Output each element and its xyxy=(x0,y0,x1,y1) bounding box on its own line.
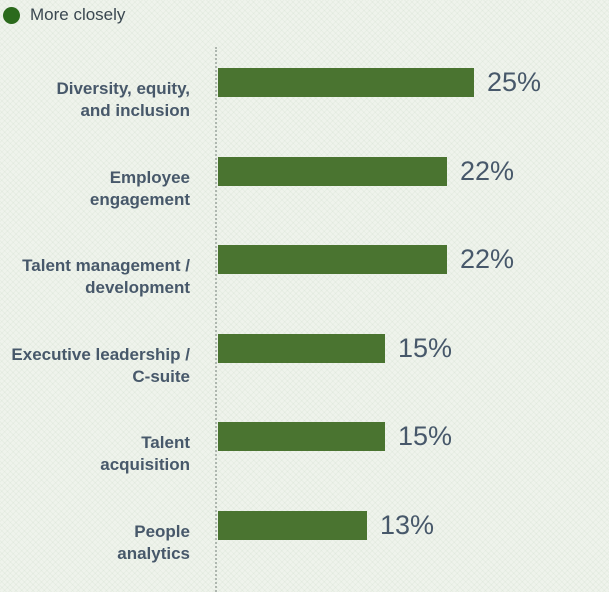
axis-baseline xyxy=(215,47,217,592)
legend-label: More closely xyxy=(30,5,126,24)
bar-rows: Diversity, equity, and inclusion 25% Emp… xyxy=(0,47,609,579)
bar-row: Diversity, equity, and inclusion 25% xyxy=(0,47,609,136)
category-label: Talent acquisition xyxy=(0,432,190,476)
category-label: People analytics xyxy=(0,521,190,565)
category-label-line1: Talent xyxy=(141,433,190,453)
category-label-line2: analytics xyxy=(117,543,190,563)
category-label-line2: development xyxy=(85,278,190,298)
category-label-line2: and inclusion xyxy=(80,101,190,120)
bar[interactable] xyxy=(218,510,367,540)
category-label-line1: Executive leadership / xyxy=(11,344,190,364)
category-label: Executive leadership / C-suite xyxy=(0,344,190,388)
legend-dot-icon xyxy=(3,6,20,24)
bar[interactable] xyxy=(218,333,385,363)
category-label-line2: C-suite xyxy=(132,366,190,386)
legend: More closely xyxy=(3,5,125,25)
bar[interactable] xyxy=(218,422,385,452)
category-label-line1: Talent management / xyxy=(22,256,190,276)
category-label-line2: acquisition xyxy=(100,455,190,475)
value-label: 15% xyxy=(398,332,453,363)
category-label: Employee engagement xyxy=(0,167,190,211)
bar-row: Executive leadership / C-suite 15% xyxy=(0,313,609,402)
category-label-line1: Diversity, equity, xyxy=(56,79,190,98)
bar-row: People analytics 13% xyxy=(0,490,609,579)
bar-row: Employee engagement 22% xyxy=(0,136,609,225)
bar[interactable] xyxy=(218,156,447,186)
bar-row: Talent acquisition 15% xyxy=(0,401,609,490)
plot-area: Diversity, equity, and inclusion 25% Emp… xyxy=(0,47,609,592)
category-label-line1: Employee xyxy=(109,167,190,187)
category-label: Talent management / development xyxy=(0,255,190,299)
value-label: 15% xyxy=(398,421,453,452)
category-label-line2: engagement xyxy=(89,189,190,209)
bar-row: Talent management / development 22% xyxy=(0,224,609,313)
bar[interactable] xyxy=(218,245,447,275)
value-label: 13% xyxy=(380,509,435,540)
category-label: Diversity, equity, and inclusion xyxy=(0,78,190,122)
bar[interactable] xyxy=(218,68,474,97)
value-label: 22% xyxy=(460,244,515,275)
value-label: 25% xyxy=(487,67,542,97)
value-label: 22% xyxy=(460,155,515,186)
category-label-line1: People xyxy=(134,521,190,541)
